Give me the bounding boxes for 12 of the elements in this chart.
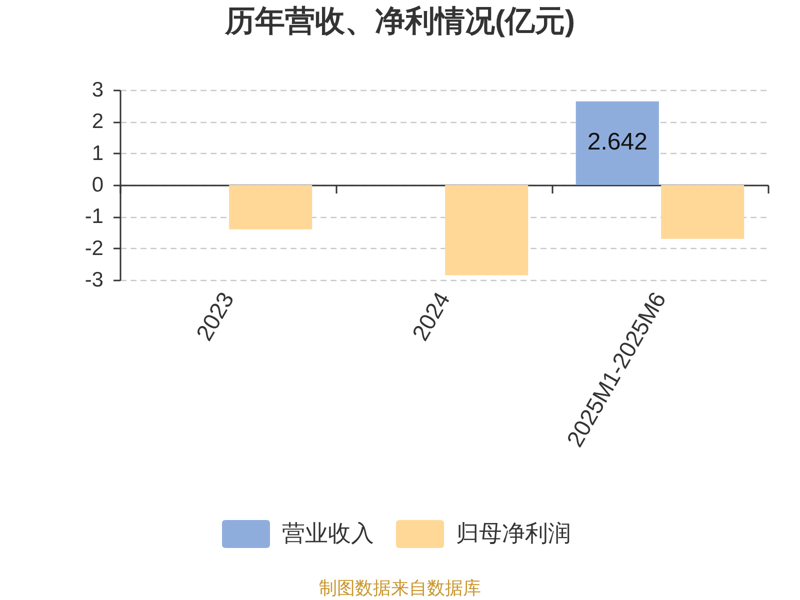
- data-label: 2.642: [587, 128, 648, 156]
- text: 制图数据来自数据库: [318, 578, 482, 598]
- chart-title: 历年营收、净利情况(亿元): [224, 5, 575, 38]
- y-tick-label: -2: [84, 236, 104, 260]
- y-tick-label: 1: [92, 142, 104, 165]
- y-tick-label: -1: [84, 205, 104, 228]
- y-tick-label: 3: [92, 78, 104, 102]
- legend-label: 归母净利润: [456, 520, 571, 546]
- y-tick-label: 2: [92, 110, 104, 134]
- y-tick-label: -3: [84, 268, 104, 292]
- legend-label: 营业收入: [282, 520, 374, 546]
- y-tick-label: 0: [92, 174, 104, 196]
